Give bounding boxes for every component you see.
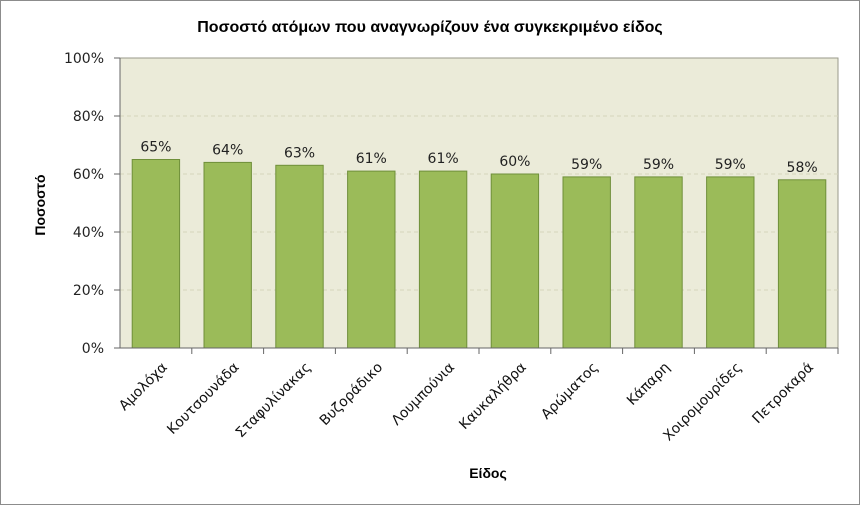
y-tick-labels: 0% 20% 40% 60% 80% 100% [64,51,104,357]
x-tick-label: Λουμπούνια [389,360,458,429]
data-label: 63% [284,145,315,161]
x-tick-label: Σταφυλίνακας [233,360,315,442]
data-label: 59% [571,157,602,173]
bar [706,176,755,349]
bar [777,179,827,349]
chart-title: Ποσοστό ατόμων που αναγνωρίζουν ένα συγκ… [197,19,663,36]
data-label: 60% [499,154,530,170]
axes [114,57,839,354]
data-labels: 65% 64% 63% 61% 61% 60% 59% 59% 59% 58% [140,140,817,176]
y-tick-label: 20% [73,283,104,299]
data-label: 59% [643,157,674,173]
bar [490,173,540,349]
bar [203,161,252,349]
x-tick-label: Χοιρομουρίδες [660,360,745,445]
y-tick-label: 0% [82,341,104,357]
data-label: 61% [428,151,459,167]
bar [418,170,468,349]
x-tick-label: Καυκαλήθρα [456,360,529,433]
bar [347,170,396,349]
y-tick-label: 40% [73,225,104,241]
data-label: 65% [140,140,171,156]
x-tick-label: Κουτσουνάδα [164,360,242,438]
x-tick-label: Αρώματος [538,360,601,423]
y-tick-label: 80% [73,109,104,125]
bar [634,176,683,349]
bars [131,159,827,349]
x-axis-label: Είδος [469,465,507,481]
y-tick-label: 100% [64,51,104,67]
bar [562,176,611,349]
y-axis-label: Ποσοστό [32,174,48,235]
data-label: 64% [212,142,243,158]
bar [131,159,181,349]
data-label: 61% [356,151,387,167]
bar [275,164,324,349]
x-tick-label: Κάπαρη [624,360,673,409]
y-tick-label: 60% [73,167,104,183]
x-tick-label: Αμολόχα [116,360,171,415]
x-tick-label: Πετροκαρά [749,360,817,428]
data-label: 59% [715,157,746,173]
data-label: 58% [787,160,818,176]
x-tick-label: Βυζοράδικο [317,360,386,429]
